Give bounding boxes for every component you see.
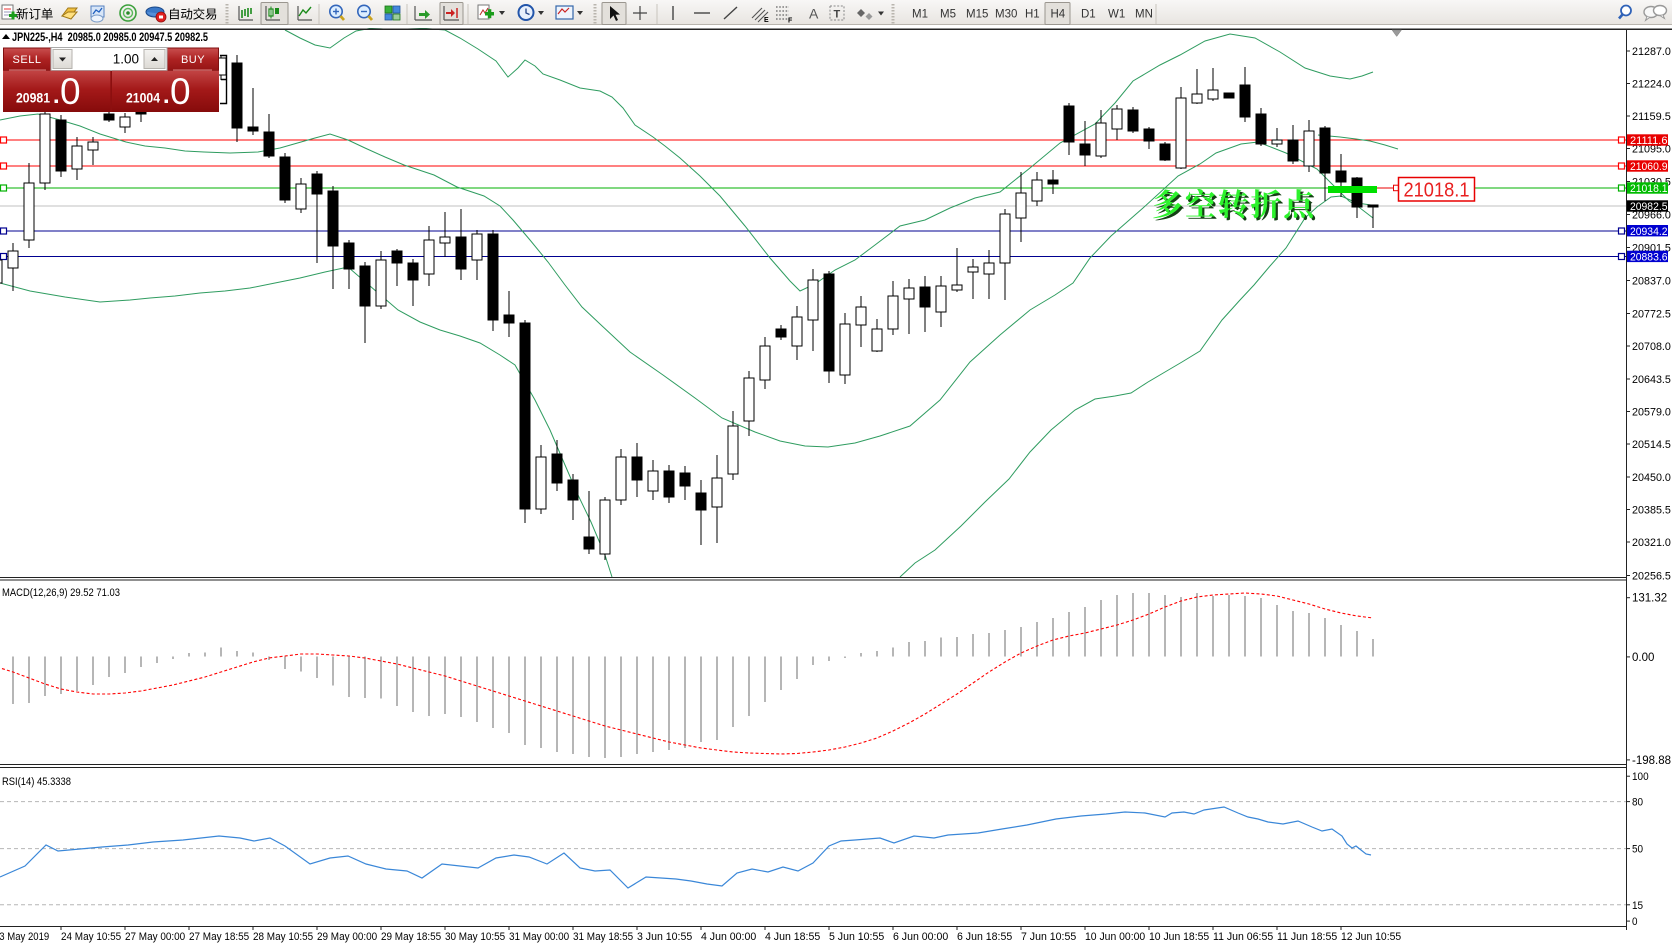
svg-text:MACD(12,26,9) 29.52 71.03: MACD(12,26,9) 29.52 71.03 [2,587,120,599]
svg-text:29 May 18:55: 29 May 18:55 [381,931,441,943]
svg-text:24 May 10:55: 24 May 10:55 [61,931,121,943]
svg-text:21004: 21004 [126,91,160,106]
svg-text:0: 0 [1632,916,1638,928]
svg-text:20514.5: 20514.5 [1632,439,1671,451]
svg-text:100: 100 [1632,771,1649,783]
svg-text:21060.9: 21060.9 [1630,161,1668,173]
svg-text:12 Jun 10:55: 12 Jun 10:55 [1341,931,1401,943]
svg-text:27 May 00:00: 27 May 00:00 [125,931,185,943]
svg-text:21095.0: 21095.0 [1632,144,1671,156]
svg-text:27 May 18:55: 27 May 18:55 [189,931,249,943]
svg-text:M5: M5 [940,9,956,21]
svg-text:0.00: 0.00 [1632,652,1654,664]
svg-text:20981: 20981 [16,91,50,106]
svg-text:6 Jun 00:00: 6 Jun 00:00 [893,931,948,943]
svg-text:F: F [788,18,793,25]
svg-text:20837.0: 20837.0 [1632,276,1671,288]
svg-text:11 Jun 06:55: 11 Jun 06:55 [1213,931,1273,943]
svg-text:M1: M1 [912,9,928,21]
svg-text:30 May 10:55: 30 May 10:55 [445,931,505,943]
svg-text:10 Jun 18:55: 10 Jun 18:55 [1149,931,1209,943]
svg-text:T: T [834,9,841,21]
svg-text:21224.0: 21224.0 [1632,79,1671,91]
svg-text:21159.5: 21159.5 [1632,111,1671,123]
svg-text:4 Jun 18:55: 4 Jun 18:55 [765,931,820,943]
svg-text:H1: H1 [1025,9,1040,21]
svg-text:21018.1: 21018.1 [1630,183,1668,195]
svg-text:11 Jun 18:55: 11 Jun 18:55 [1277,931,1337,943]
svg-text:RSI(14) 45.3338: RSI(14) 45.3338 [2,776,71,788]
svg-text:31 May 18:55: 31 May 18:55 [573,931,633,943]
svg-text:21018.1: 21018.1 [1404,180,1470,202]
svg-text:M15: M15 [966,9,988,21]
svg-text:20256.5: 20256.5 [1632,571,1671,583]
svg-text:SELL: SELL [13,54,42,66]
svg-text:3 Jun 10:55: 3 Jun 10:55 [637,931,692,943]
svg-text:28 May 10:55: 28 May 10:55 [253,931,313,943]
svg-text:M30: M30 [995,9,1017,21]
svg-text:5 Jun 10:55: 5 Jun 10:55 [829,931,884,943]
svg-text:20579.0: 20579.0 [1632,407,1671,419]
svg-text:6 Jun 18:55: 6 Jun 18:55 [957,931,1012,943]
svg-text:131.32: 131.32 [1632,593,1667,605]
svg-text:H4: H4 [1051,9,1066,21]
svg-text:20385.5: 20385.5 [1632,505,1671,517]
svg-text:20772.5: 20772.5 [1632,309,1671,321]
svg-text:E: E [764,17,769,24]
svg-text:15: 15 [1632,900,1643,912]
svg-text:20643.5: 20643.5 [1632,374,1671,386]
svg-text:MN: MN [1135,9,1153,21]
svg-text:20934.2: 20934.2 [1630,226,1668,238]
svg-text:JPN225-,H4 20985.0 20985.0 20: JPN225-,H4 20985.0 20985.0 20947.5 20982… [12,32,208,44]
svg-text:80: 80 [1632,797,1643,809]
svg-text:20450.0: 20450.0 [1632,472,1671,484]
svg-text:20966.0: 20966.0 [1632,210,1671,222]
svg-text:4 Jun 00:00: 4 Jun 00:00 [701,931,756,943]
svg-text:20321.0: 20321.0 [1632,537,1671,549]
svg-text:BUY: BUY [181,54,205,66]
svg-text:0: 0 [170,71,191,112]
svg-text:20982.5: 20982.5 [1630,201,1668,213]
svg-text:0: 0 [60,71,81,112]
svg-text:50: 50 [1632,844,1643,856]
svg-text:W1: W1 [1108,9,1125,21]
svg-text:-198.88: -198.88 [1632,755,1671,767]
svg-text:D1: D1 [1081,9,1096,21]
svg-text:10 Jun 00:00: 10 Jun 00:00 [1085,931,1145,943]
svg-text:23 May 2019: 23 May 2019 [0,931,49,943]
svg-text:29 May 00:00: 29 May 00:00 [317,931,377,943]
svg-text:7 Jun 10:55: 7 Jun 10:55 [1021,931,1076,943]
svg-text:1.00: 1.00 [113,52,139,67]
svg-text:21287.0: 21287.0 [1632,46,1671,58]
svg-text:A: A [809,6,819,22]
svg-text:20708.0: 20708.0 [1632,341,1671,353]
svg-text:20883.6: 20883.6 [1630,252,1668,264]
svg-text:21111.6: 21111.6 [1630,135,1668,147]
svg-text:31 May 00:00: 31 May 00:00 [509,931,569,943]
